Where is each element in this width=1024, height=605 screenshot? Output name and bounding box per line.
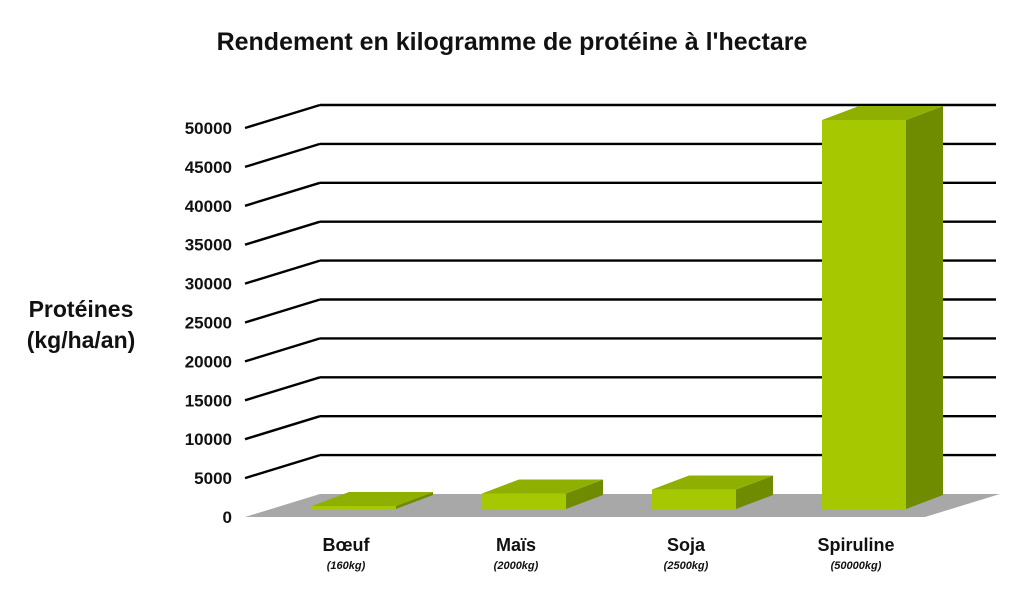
bar bbox=[652, 475, 773, 509]
bar-front bbox=[482, 493, 566, 509]
bar bbox=[312, 492, 433, 509]
bar-side bbox=[396, 492, 433, 509]
gridline-diagonal bbox=[244, 298, 321, 324]
gridline-diagonal bbox=[244, 376, 321, 402]
category-label: Soja bbox=[667, 535, 706, 555]
y-tick-label: 20000 bbox=[185, 352, 232, 371]
y-tick-labels: 0 5000 10000 15000 20000 25000 30000 35000 40000… bbox=[185, 119, 232, 527]
gridline-diagonal bbox=[244, 259, 321, 285]
y-axis-label-line-1: Protéines bbox=[28, 296, 134, 322]
y-tick-label: 40000 bbox=[185, 197, 232, 216]
gridline-diagonal bbox=[244, 453, 321, 480]
bar-front bbox=[652, 489, 736, 509]
bar bbox=[482, 479, 603, 509]
category-labels: Bœuf (160kg) Maïs (2000kg) Soja (2500kg) Spiru… bbox=[323, 535, 895, 572]
y-tick-label: 35000 bbox=[185, 236, 232, 255]
gridline-diagonal bbox=[244, 142, 321, 169]
chart-floor bbox=[245, 494, 1000, 517]
y-tick-label: 10000 bbox=[185, 430, 232, 449]
category-label: Maïs bbox=[496, 535, 536, 555]
gridline-diagonal bbox=[244, 103, 321, 130]
bar-side bbox=[906, 106, 943, 509]
bar-top bbox=[822, 106, 943, 120]
y-tick-label: 25000 bbox=[185, 314, 232, 333]
category-label: Bœuf bbox=[323, 535, 371, 555]
chart-title: Rendement en kilogramme de protéine à l'… bbox=[216, 28, 808, 56]
bar-side bbox=[736, 475, 773, 509]
bar-front bbox=[312, 506, 396, 509]
bar-front bbox=[822, 120, 906, 509]
y-axis-label-line-2: (kg/ha/an) bbox=[26, 327, 136, 353]
bar-side bbox=[566, 479, 603, 509]
y-tick-label: 45000 bbox=[185, 158, 232, 177]
category-sublabel: (160kg) bbox=[327, 560, 366, 572]
gridline-diagonal bbox=[244, 337, 321, 363]
bar-top bbox=[312, 492, 433, 506]
bar-top bbox=[482, 479, 603, 494]
y-tick-label: 50000 bbox=[185, 119, 232, 138]
category-label: Spiruline bbox=[817, 535, 894, 555]
y-tick-label: 0 bbox=[223, 508, 232, 527]
y-tick-label: 30000 bbox=[185, 275, 232, 294]
bar-top bbox=[652, 475, 773, 490]
category-sublabel: (2500kg) bbox=[664, 560, 709, 572]
y-tick-label: 15000 bbox=[185, 391, 232, 410]
gridline-diagonal bbox=[244, 181, 321, 207]
y-axis-label: Protéines (kg/ha/an) bbox=[6, 294, 156, 356]
category-sublabel: (2000kg) bbox=[494, 560, 539, 572]
gridline-diagonal bbox=[244, 220, 321, 246]
bar bbox=[822, 106, 943, 509]
y-tick-label: 5000 bbox=[194, 469, 232, 488]
bars bbox=[312, 106, 943, 509]
gridline-diagonal bbox=[244, 415, 321, 441]
category-sublabel: (50000kg) bbox=[831, 560, 882, 572]
